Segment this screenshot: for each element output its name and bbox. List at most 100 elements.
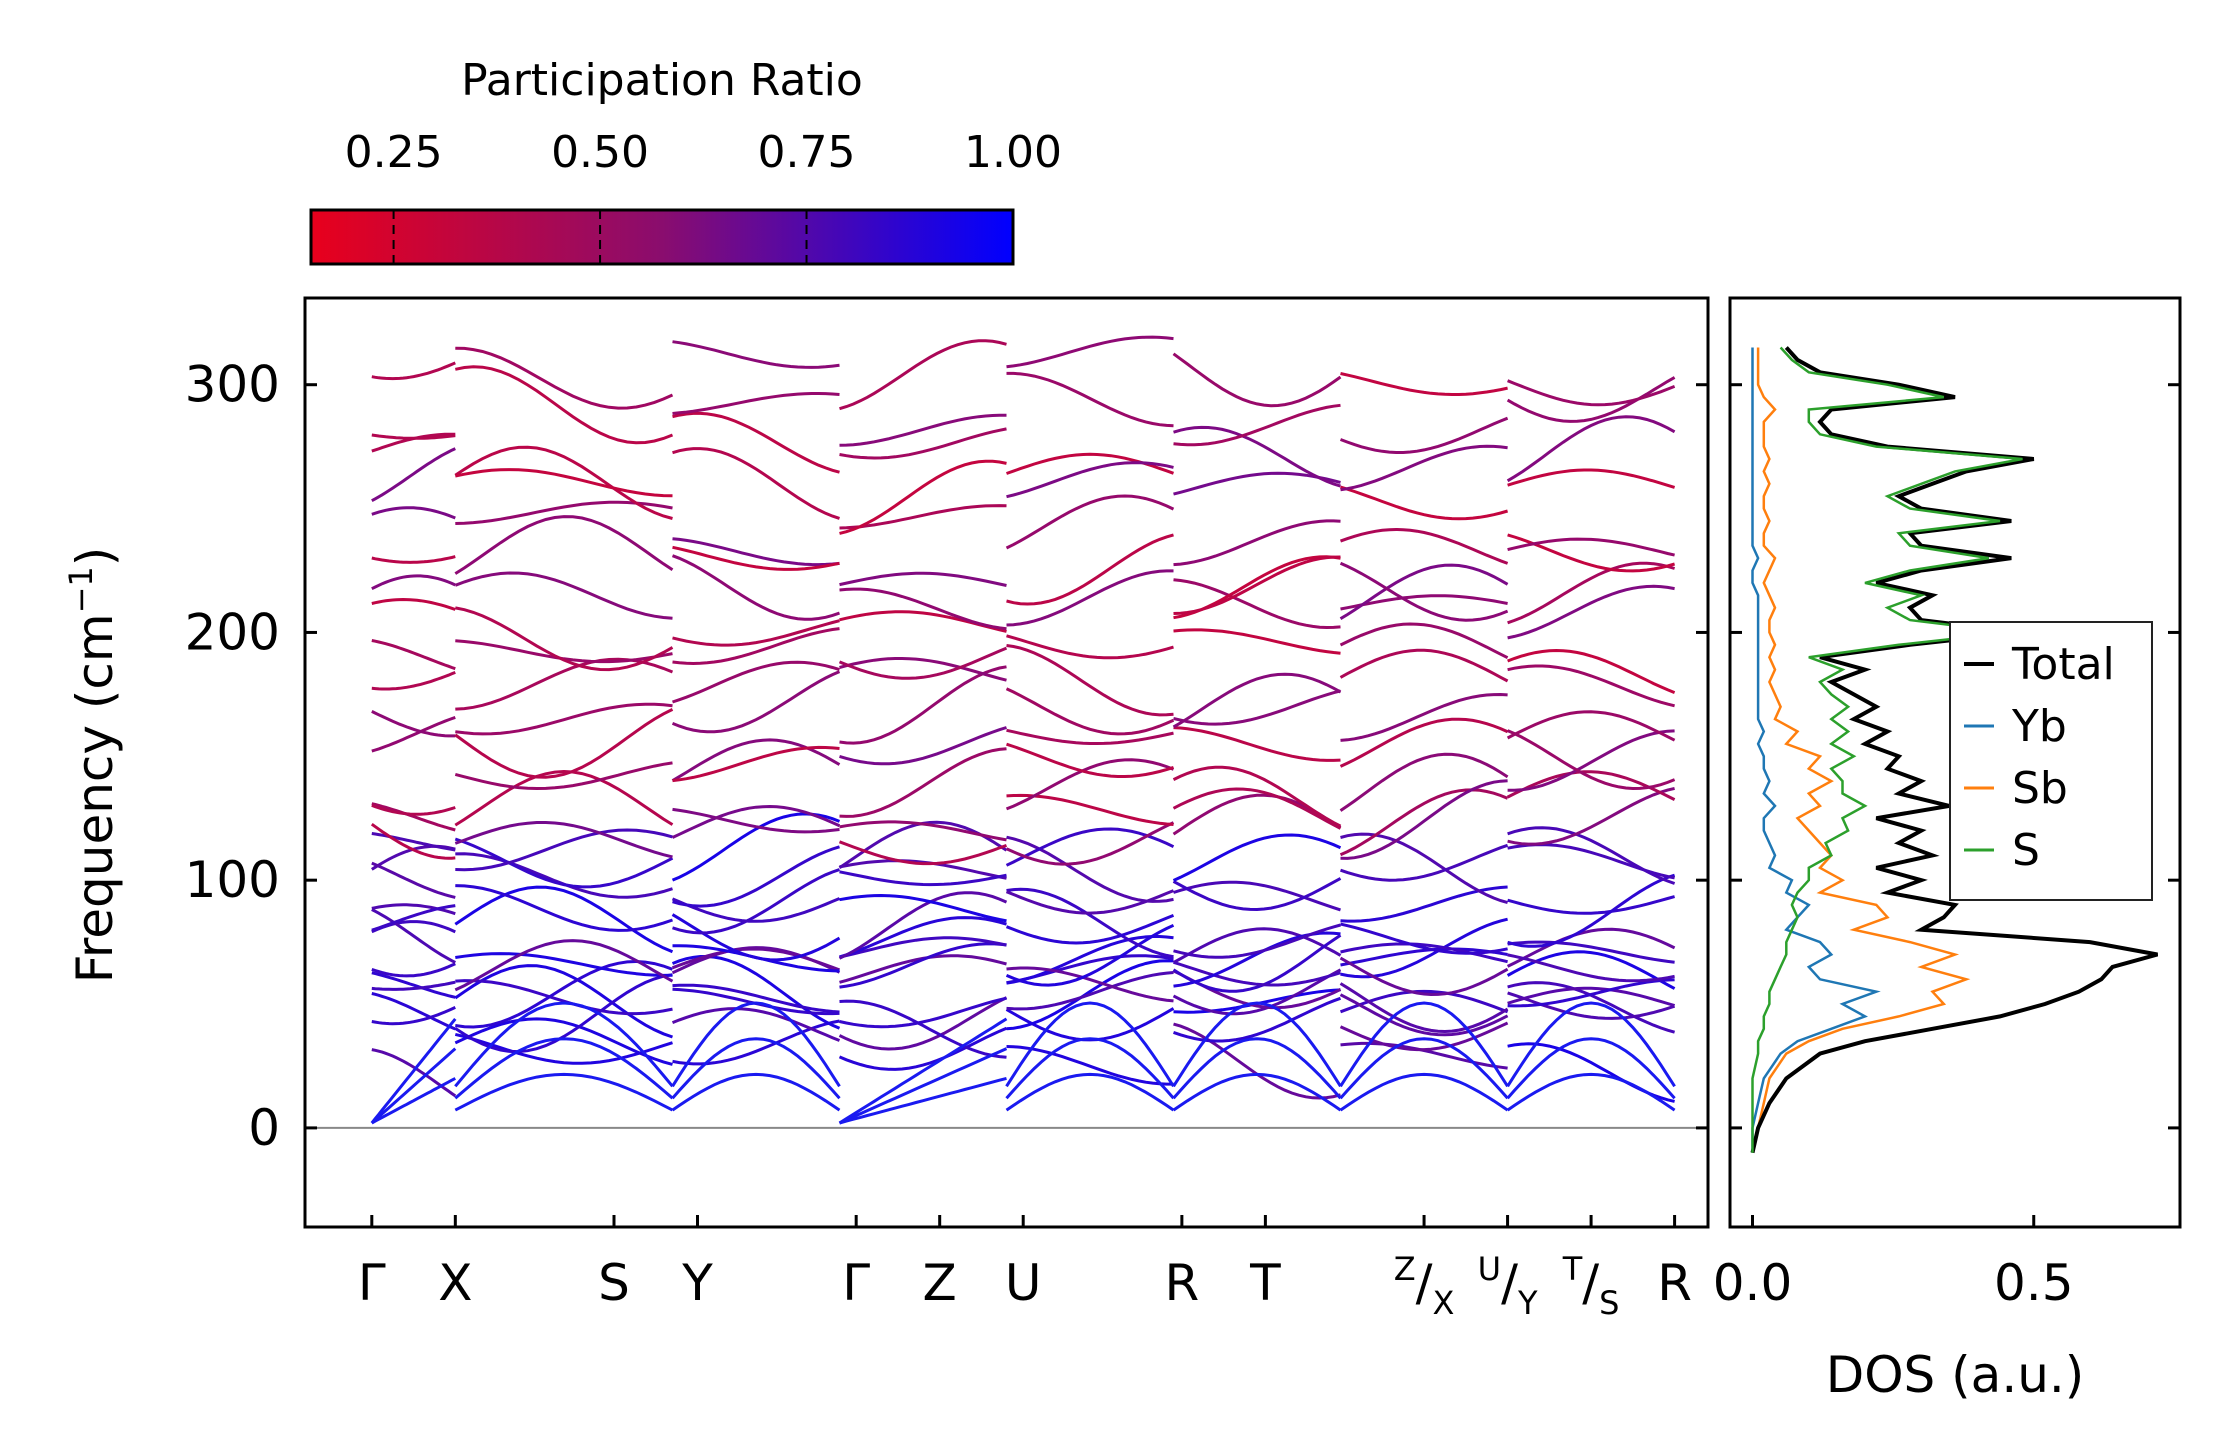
band-line — [371, 861, 456, 899]
y-tick-label: 200 — [185, 603, 280, 661]
acoustic-branch — [1506, 1072, 1676, 1112]
band-line — [1173, 689, 1341, 726]
band-line — [838, 996, 1008, 1051]
dos-x-tick-label: 0.5 — [1994, 1254, 2074, 1312]
band-line — [1173, 726, 1341, 762]
colorbar-tick-label: 0.25 — [345, 127, 443, 178]
band-line — [1507, 843, 1675, 880]
band-line — [671, 812, 841, 882]
band-line — [371, 597, 456, 611]
band-line — [838, 840, 1008, 866]
y-axis-label: Frequency (cm−1) — [62, 547, 124, 984]
band-line — [1340, 843, 1509, 882]
band-line — [1339, 993, 1509, 1037]
band-line — [1339, 416, 1509, 454]
band-line — [839, 665, 1007, 745]
band-line — [1506, 927, 1676, 968]
band-line — [1507, 584, 1675, 640]
band-line — [1006, 371, 1174, 428]
band-line — [1006, 1045, 1174, 1086]
band-line — [1339, 752, 1509, 812]
x-tick-label: X — [438, 1254, 472, 1312]
band-line — [839, 587, 1007, 631]
band-line — [839, 996, 1007, 1029]
band-line — [839, 726, 1007, 766]
acoustic-branch — [1005, 1037, 1175, 1100]
acoustic-branch — [671, 1037, 841, 1100]
band-line — [1340, 942, 1508, 964]
band-line — [1339, 561, 1509, 622]
band-line — [371, 908, 456, 964]
band-line — [371, 903, 456, 916]
band-line — [1006, 569, 1174, 627]
band-line — [371, 980, 456, 991]
band-line — [1507, 978, 1675, 1008]
band-line — [1507, 537, 1675, 557]
dos-series-s — [1751, 346, 2023, 1153]
band-line — [839, 657, 1007, 682]
band-line — [1507, 729, 1675, 792]
band-line — [1339, 788, 1509, 857]
legend-label: Yb — [2011, 701, 2067, 752]
legend: Total Yb Sb S — [1949, 621, 2153, 901]
band-line — [1172, 352, 1342, 408]
y-tick-label: 100 — [185, 851, 280, 909]
band-line — [671, 897, 841, 923]
colorbar-tick-label: 1.00 — [964, 127, 1062, 178]
dos-x-tick-label: 0.0 — [1713, 1254, 1793, 1312]
band-line — [1340, 832, 1509, 905]
band-line — [671, 554, 840, 621]
x-tick-label: R — [1657, 1254, 1692, 1312]
band-line — [1339, 982, 1509, 1034]
dos-axes: 0.0 0.5 — [1713, 383, 2180, 1312]
band-line — [1006, 835, 1174, 903]
band-line — [1173, 996, 1342, 1043]
acoustic-branch — [1339, 1037, 1509, 1100]
y-tick-label: 300 — [185, 356, 280, 414]
band-line — [1507, 379, 1676, 407]
band-line — [672, 340, 840, 369]
acoustic-branch — [454, 1037, 674, 1100]
legend-box — [1949, 621, 2153, 901]
band-line — [839, 413, 1007, 447]
band-line — [1507, 729, 1676, 791]
band-line — [672, 411, 840, 474]
band-line — [1340, 372, 1508, 396]
band-line — [1173, 403, 1341, 447]
band-line — [454, 973, 673, 1054]
band-line — [455, 884, 673, 932]
band-line — [1340, 444, 1508, 492]
dos-series-yb — [1751, 347, 1881, 1153]
x-tick-label: Y — [681, 1254, 713, 1312]
dos-x-axis-label: DOS (a.u.) — [1826, 1346, 2085, 1404]
band-line — [454, 445, 673, 520]
band-line — [671, 1007, 841, 1042]
band-line — [1172, 833, 1342, 882]
band-line — [1005, 758, 1175, 811]
acoustic-branch — [370, 1047, 457, 1125]
acoustic-branch — [371, 1077, 456, 1125]
band-line — [371, 447, 456, 503]
legend-label: S — [2012, 825, 2040, 876]
band-line — [671, 670, 841, 734]
colorbar-ticks: 0.25 0.50 0.75 1.00 — [345, 127, 1062, 264]
band-line — [371, 710, 456, 738]
band-line — [1340, 922, 1508, 955]
band-line — [1173, 628, 1341, 655]
band-line — [371, 506, 456, 520]
band-line — [371, 715, 456, 753]
band-line — [839, 916, 1007, 959]
band-line — [371, 962, 456, 978]
band-line — [672, 745, 840, 783]
x-tick-label: U — [1005, 1254, 1042, 1312]
x-tick-label: Z — [923, 1254, 957, 1312]
band-line — [1006, 887, 1174, 959]
band-line — [1172, 765, 1342, 828]
acoustic-branch — [1506, 1037, 1676, 1100]
band-line — [371, 832, 456, 852]
band-line — [1506, 376, 1676, 423]
band-line — [1005, 687, 1175, 736]
colorbar-tick-label: 0.50 — [551, 127, 649, 178]
band-line — [371, 803, 456, 816]
